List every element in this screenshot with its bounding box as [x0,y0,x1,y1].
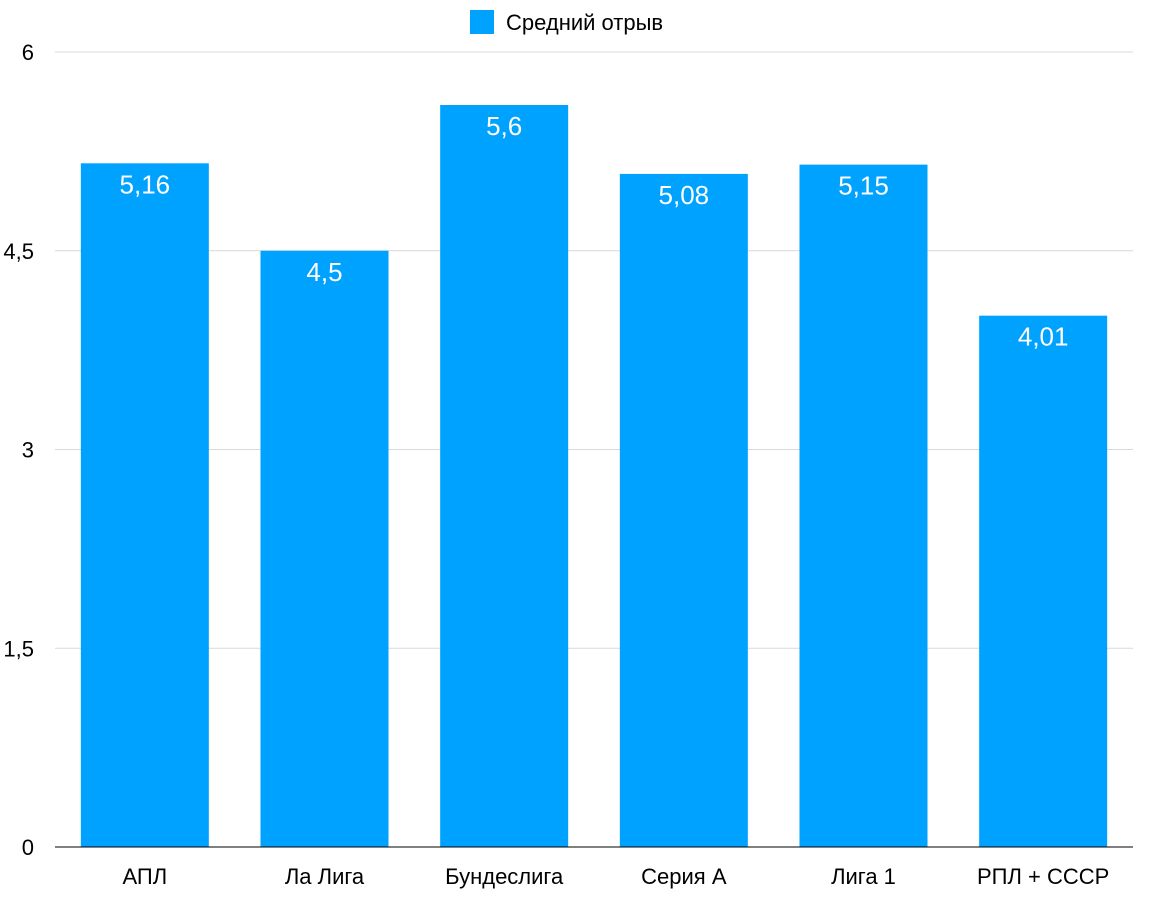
x-tick-label: РПЛ + СССР [977,864,1109,889]
x-tick-label: Ла Лига [285,864,365,889]
data-label: 5,6 [486,111,522,141]
legend: Средний отрыв [470,10,663,35]
data-label: 4,01 [1018,322,1069,352]
bar [440,105,569,847]
y-tick-label: 4,5 [3,239,34,264]
y-tick-label: 3 [22,438,34,463]
x-tick-label: АПЛ [122,864,167,889]
labels-layer: 5,16 4,5 5,6 5,08 5,15 4,01 [120,111,1069,352]
y-tick-label: 1,5 [3,636,34,661]
y-tick-label: 6 [22,40,34,65]
data-label: 5,16 [120,169,171,199]
bars-layer [80,105,1108,848]
bar [260,250,389,847]
data-label: 4,5 [306,257,342,287]
x-tick-label: Серия А [641,864,727,889]
legend-label: Средний отрыв [506,10,663,35]
legend-swatch [470,10,494,34]
bar [979,315,1108,847]
x-tick-label: Лига 1 [831,864,896,889]
grid-layer [55,51,1133,649]
bar [799,164,928,847]
x-tick-label: Бундеслига [445,864,564,889]
bar [80,163,209,848]
data-label: 5,08 [659,180,710,210]
data-label: 5,15 [838,171,889,201]
axis-layer: 0 1,5 3 4,5 6 АПЛ Ла Лига Бундеслига Серия А Лига… [3,40,1133,889]
bar [619,173,748,847]
y-tick-label: 0 [22,835,34,860]
